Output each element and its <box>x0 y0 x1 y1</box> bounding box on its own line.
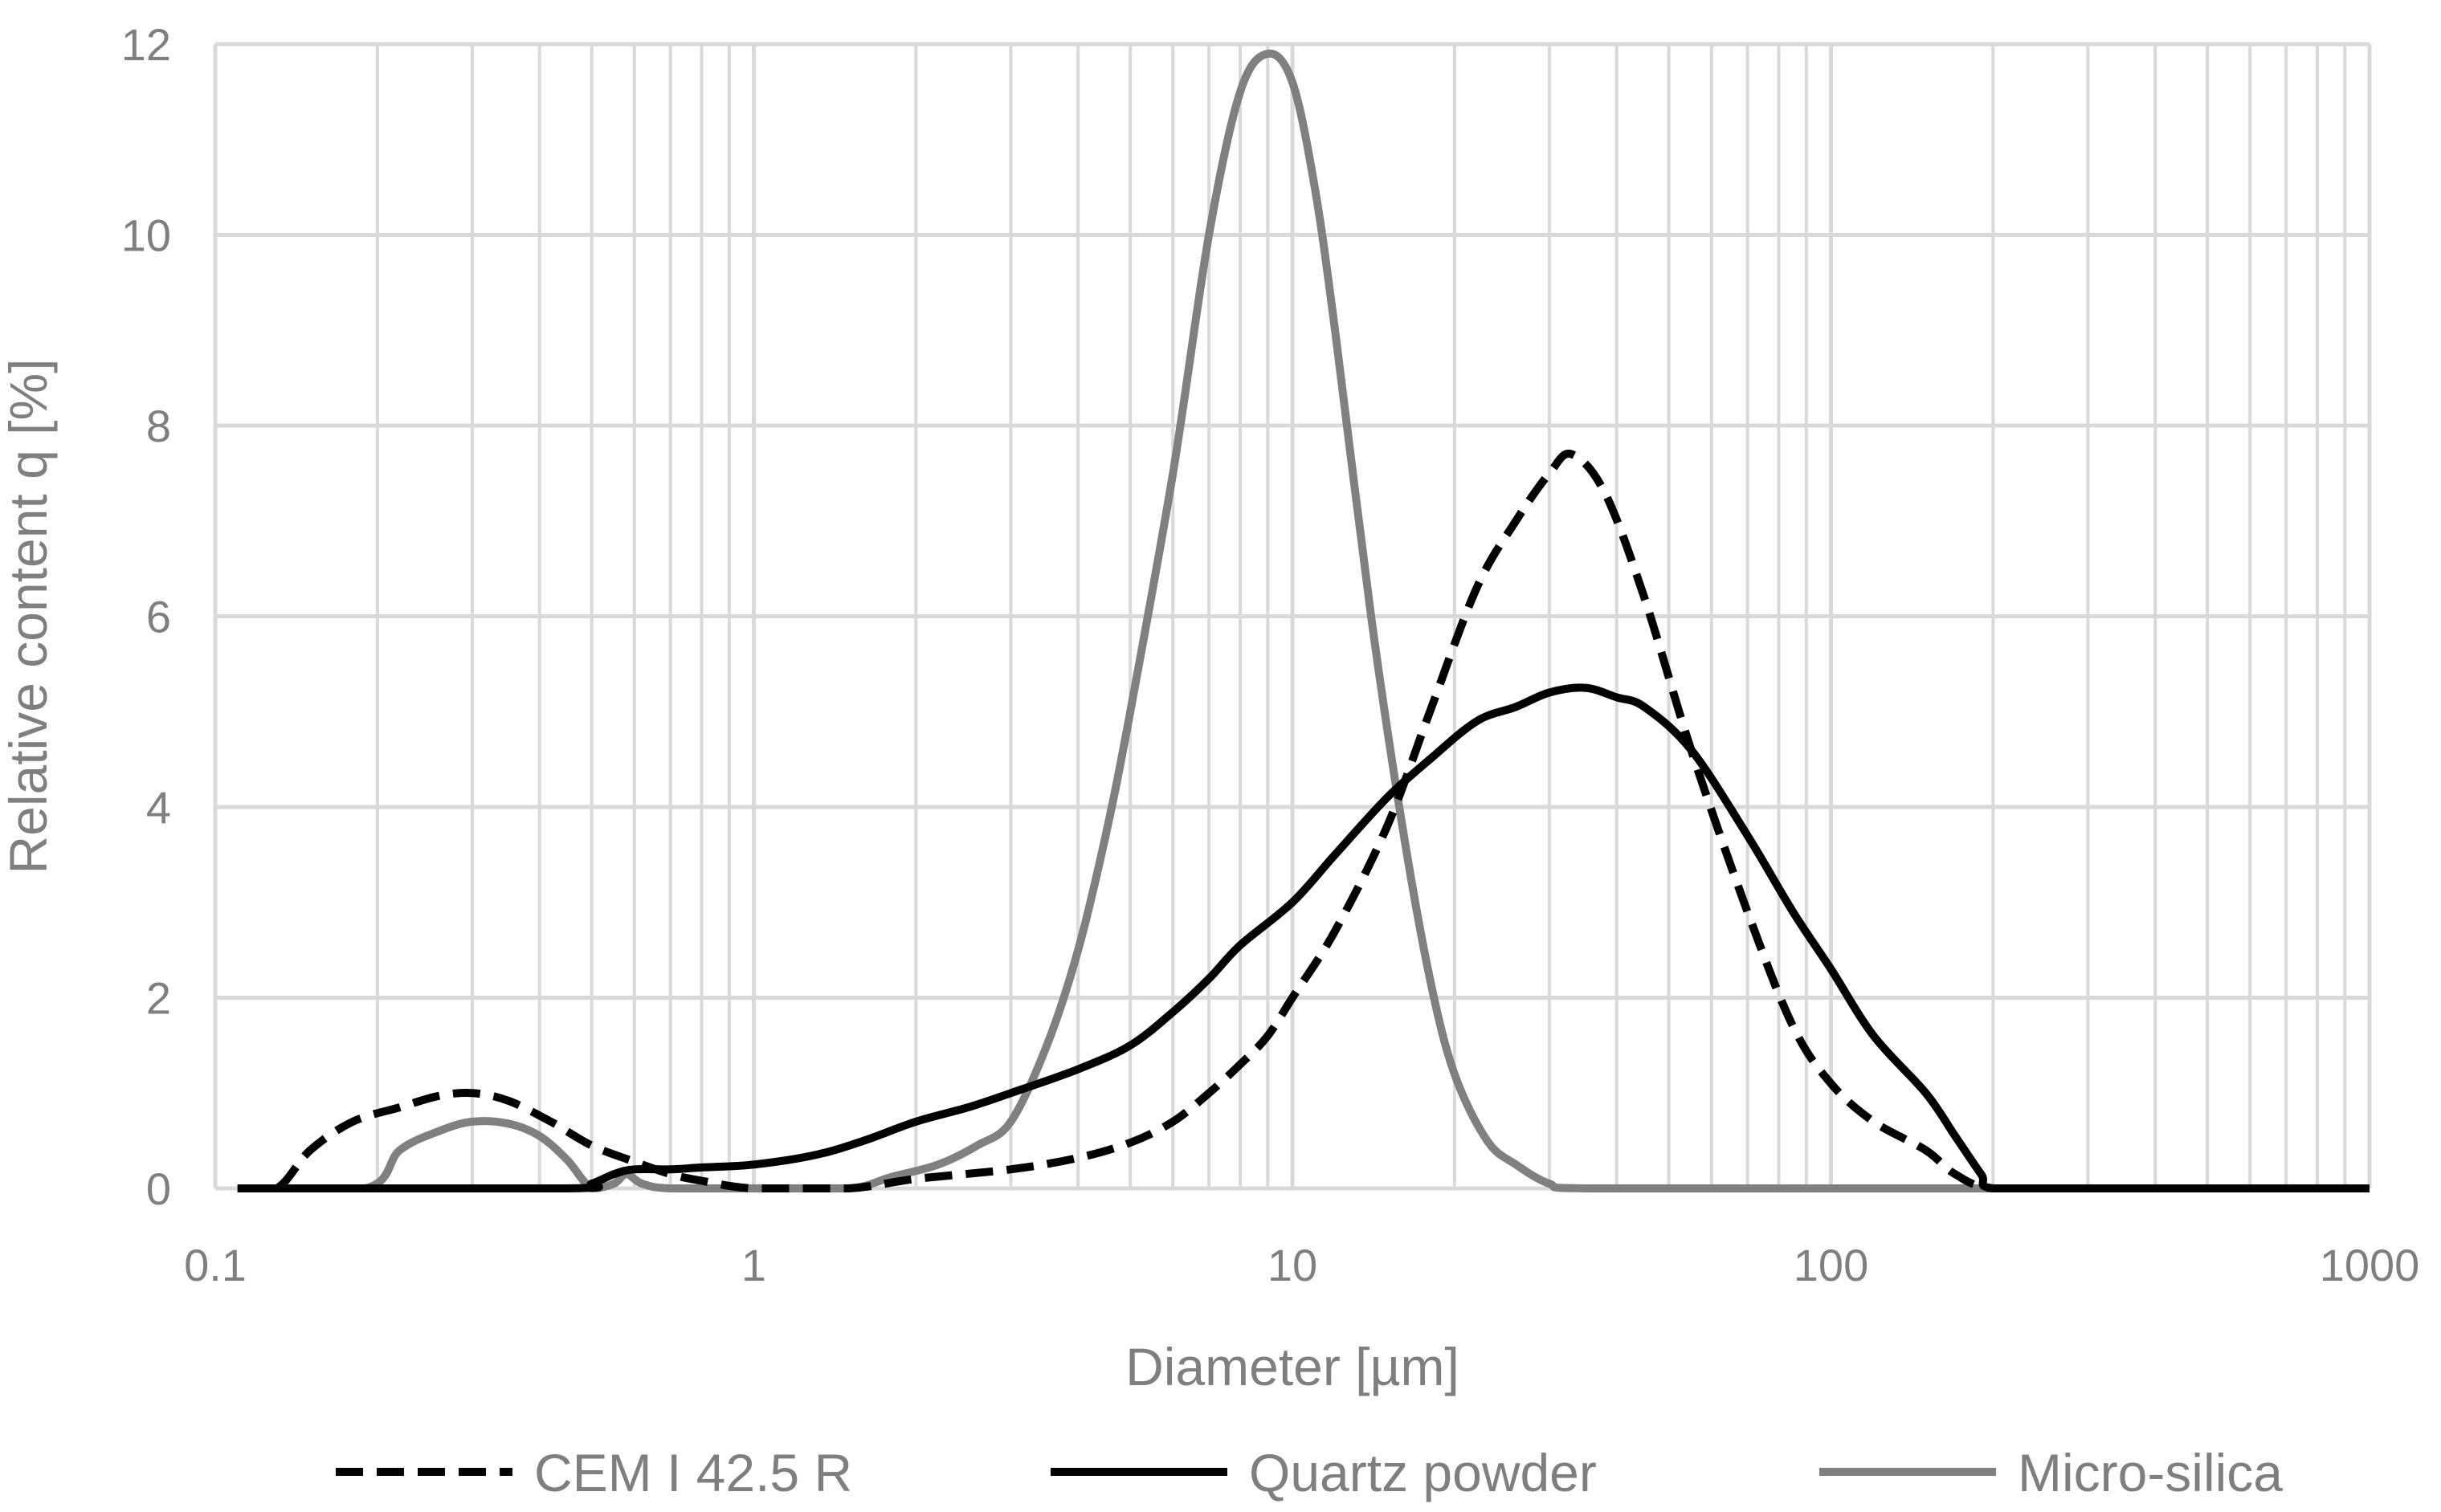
series-line-micro-silica <box>237 49 2370 1193</box>
y-axis-title: Relative content q [%] <box>0 358 58 874</box>
x-tick-label: 1000 <box>2320 1240 2420 1290</box>
series-line-cem-i-42-5-r <box>237 449 2370 1193</box>
legend-label: Micro-silica <box>2018 1443 2283 1502</box>
x-tick-label: 0.1 <box>184 1240 247 1290</box>
y-tick-label: 8 <box>146 401 171 451</box>
y-tick-label: 2 <box>146 973 171 1024</box>
x-tick-label: 1 <box>741 1240 766 1290</box>
y-tick-label: 12 <box>121 19 171 70</box>
x-tick-labels: 0.1 1 10 100 1000 <box>184 1240 2419 1290</box>
legend-item: CEM I 42.5 R <box>336 1443 852 1502</box>
y-tick-label: 6 <box>146 592 171 642</box>
x-tick-label: 10 <box>1267 1240 1317 1290</box>
y-tick-label: 10 <box>121 210 171 261</box>
y-tick-labels: 0 2 4 6 8 10 12 <box>121 19 171 1214</box>
legend-item: Micro-silica <box>1819 1443 2283 1502</box>
x-axis-title: Diameter [µm] <box>1125 1337 1459 1396</box>
x-tick-label: 100 <box>1794 1240 1868 1290</box>
y-tick-label: 4 <box>146 782 171 833</box>
legend-item: Quartz powder <box>1051 1443 1597 1502</box>
grid <box>213 42 2372 1191</box>
series-line-quartz-powder <box>237 683 2370 1193</box>
series-lines <box>237 49 2370 1193</box>
legend-label: CEM I 42.5 R <box>534 1443 852 1502</box>
legend: CEM I 42.5 R Quartz powder Micro-silica <box>336 1443 2283 1502</box>
y-tick-label: 0 <box>146 1164 171 1214</box>
legend-label: Quartz powder <box>1249 1443 1597 1502</box>
